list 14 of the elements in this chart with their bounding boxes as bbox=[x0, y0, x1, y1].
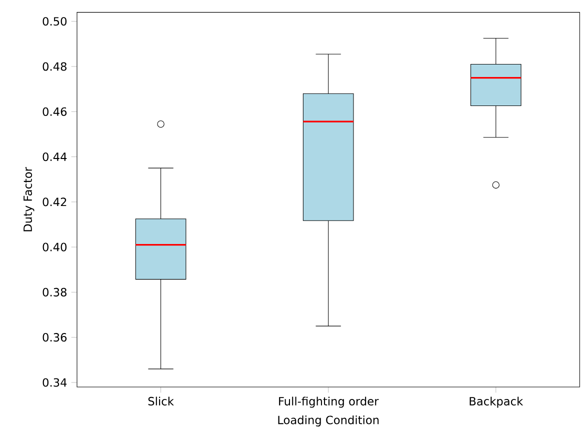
y-tick-label: 0.36 bbox=[42, 333, 67, 342]
y-tick-label: 0.40 bbox=[42, 242, 67, 252]
y-tick-label: 0.42 bbox=[42, 198, 66, 206]
x-tick-label: Full-fighting order bbox=[279, 396, 379, 408]
x-tick-label: Backpack bbox=[470, 396, 524, 408]
y-tick-label: 0.34 bbox=[42, 378, 67, 387]
x-tick-label: Slick bbox=[148, 396, 174, 406]
y-axis-title: Duty Factor bbox=[24, 166, 34, 232]
y-tick-label: 0.46 bbox=[42, 107, 67, 116]
x-axis-title: Loading Condition bbox=[278, 416, 379, 426]
y-tick-label: 0.38 bbox=[42, 288, 66, 296]
y-tick-label: 0.48 bbox=[42, 62, 66, 71]
y-tick-label: 0.44 bbox=[42, 152, 67, 162]
y-tick-label: 0.50 bbox=[42, 17, 67, 26]
